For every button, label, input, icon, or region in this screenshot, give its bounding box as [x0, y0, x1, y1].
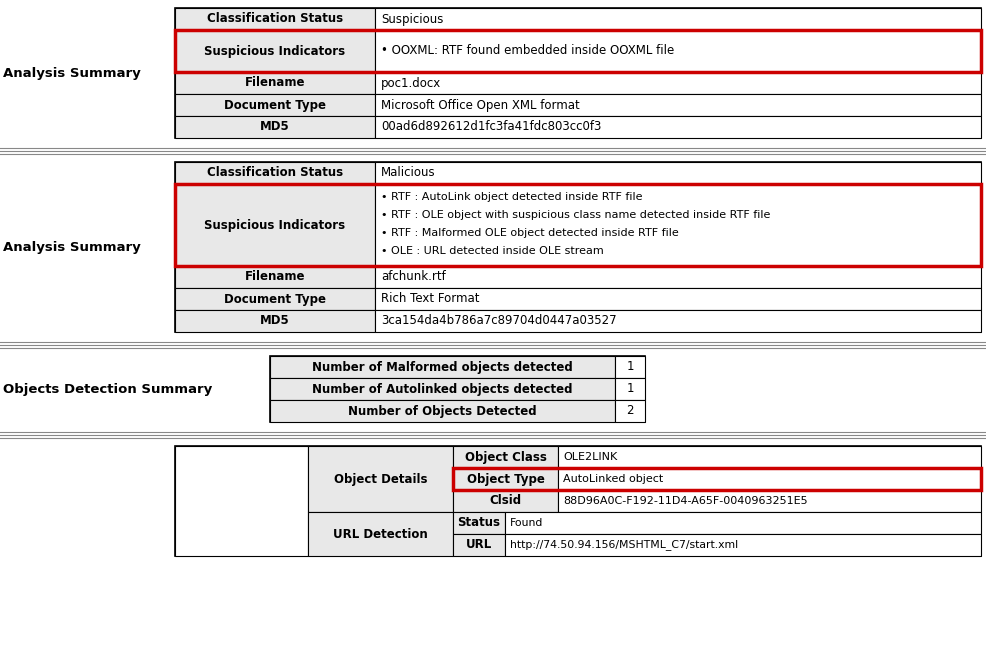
Bar: [375, 72, 980, 94]
Text: Suspicious: Suspicious: [381, 13, 443, 25]
Text: Document Type: Document Type: [224, 293, 325, 305]
Bar: [614, 378, 644, 400]
Bar: [270, 400, 614, 422]
Text: Suspicious Indicators: Suspicious Indicators: [204, 45, 345, 57]
Bar: [175, 184, 980, 266]
Bar: [375, 162, 980, 184]
Bar: [505, 534, 980, 556]
Text: Document Type: Document Type: [224, 98, 325, 112]
Text: Number of Malformed objects detected: Number of Malformed objects detected: [312, 361, 572, 373]
Bar: [175, 266, 375, 288]
Text: URL: URL: [465, 538, 492, 552]
Bar: [453, 512, 505, 534]
Text: Status: Status: [458, 516, 500, 530]
Text: Suspicious Indicators: Suspicious Indicators: [204, 218, 345, 232]
Text: poc1.docx: poc1.docx: [381, 77, 441, 90]
Text: 1: 1: [625, 383, 633, 395]
Text: • RTF : Malformed OLE object detected inside RTF file: • RTF : Malformed OLE object detected in…: [381, 228, 678, 238]
Bar: [175, 30, 980, 72]
Bar: [308, 512, 453, 556]
Text: Malicious: Malicious: [381, 166, 435, 180]
Text: Found: Found: [510, 518, 543, 528]
Bar: [375, 310, 980, 332]
Bar: [270, 356, 614, 378]
Text: Microsoft Office Open XML format: Microsoft Office Open XML format: [381, 98, 579, 112]
Bar: [175, 162, 980, 332]
Bar: [453, 490, 557, 512]
Text: Rich Text Format: Rich Text Format: [381, 293, 479, 305]
Text: 00ad6d892612d1fc3fa41fdc803cc0f3: 00ad6d892612d1fc3fa41fdc803cc0f3: [381, 120, 600, 134]
Text: Filename: Filename: [245, 77, 305, 90]
Text: afchunk.rtf: afchunk.rtf: [381, 271, 446, 283]
Text: Object Details: Object Details: [333, 472, 427, 486]
Bar: [175, 310, 375, 332]
Text: Number of Autolinked objects detected: Number of Autolinked objects detected: [312, 383, 572, 395]
Bar: [453, 446, 557, 468]
Bar: [175, 8, 375, 30]
Bar: [175, 30, 375, 72]
Bar: [175, 8, 980, 138]
Bar: [175, 162, 375, 184]
Bar: [453, 468, 557, 490]
Bar: [453, 468, 980, 490]
Text: 3ca154da4b786a7c89704d0447a03527: 3ca154da4b786a7c89704d0447a03527: [381, 315, 616, 327]
Text: Object Type: Object Type: [466, 472, 544, 486]
Bar: [557, 490, 980, 512]
Bar: [175, 72, 375, 94]
Text: AutoLinked object: AutoLinked object: [562, 474, 663, 484]
Text: • OOXML: RTF found embedded inside OOXML file: • OOXML: RTF found embedded inside OOXML…: [381, 45, 673, 57]
Bar: [375, 30, 980, 72]
Text: 88D96A0C-F192-11D4-A65F-0040963251E5: 88D96A0C-F192-11D4-A65F-0040963251E5: [562, 496, 807, 506]
Bar: [375, 116, 980, 138]
Bar: [175, 288, 375, 310]
Bar: [270, 356, 644, 422]
Bar: [375, 94, 980, 116]
Bar: [270, 378, 614, 400]
Text: Objects Detection Summary: Objects Detection Summary: [3, 383, 212, 395]
Text: MD5: MD5: [260, 315, 290, 327]
Text: Classification Status: Classification Status: [207, 166, 343, 180]
Text: http://74.50.94.156/MSHTML_C7/start.xml: http://74.50.94.156/MSHTML_C7/start.xml: [510, 540, 738, 550]
Bar: [505, 512, 980, 534]
Bar: [375, 266, 980, 288]
Text: MD5: MD5: [260, 120, 290, 134]
Bar: [375, 8, 980, 30]
Text: • OLE : URL detected inside OLE stream: • OLE : URL detected inside OLE stream: [381, 246, 603, 256]
Text: Classification Status: Classification Status: [207, 13, 343, 25]
Bar: [175, 116, 375, 138]
Text: URL Detection: URL Detection: [333, 528, 428, 540]
Bar: [375, 184, 980, 266]
Text: Analysis Summary: Analysis Summary: [3, 67, 141, 79]
Text: 1: 1: [625, 361, 633, 373]
Text: Filename: Filename: [245, 271, 305, 283]
Bar: [614, 356, 644, 378]
Bar: [175, 94, 375, 116]
Text: • RTF : AutoLink object detected inside RTF file: • RTF : AutoLink object detected inside …: [381, 192, 642, 202]
Bar: [175, 446, 980, 556]
Bar: [175, 446, 308, 556]
Bar: [614, 400, 644, 422]
Text: • RTF : OLE object with suspicious class name detected inside RTF file: • RTF : OLE object with suspicious class…: [381, 210, 770, 220]
Bar: [453, 534, 505, 556]
Bar: [175, 184, 375, 266]
Bar: [308, 446, 453, 512]
Bar: [557, 468, 980, 490]
Text: Analysis Summary: Analysis Summary: [3, 240, 141, 253]
Text: Clsid: Clsid: [489, 494, 521, 508]
Text: Object Class: Object Class: [464, 450, 546, 464]
Text: 2: 2: [625, 405, 633, 418]
Text: OLE2LINK: OLE2LINK: [562, 452, 616, 462]
Bar: [375, 288, 980, 310]
Text: Number of Objects Detected: Number of Objects Detected: [348, 405, 536, 418]
Bar: [557, 446, 980, 468]
